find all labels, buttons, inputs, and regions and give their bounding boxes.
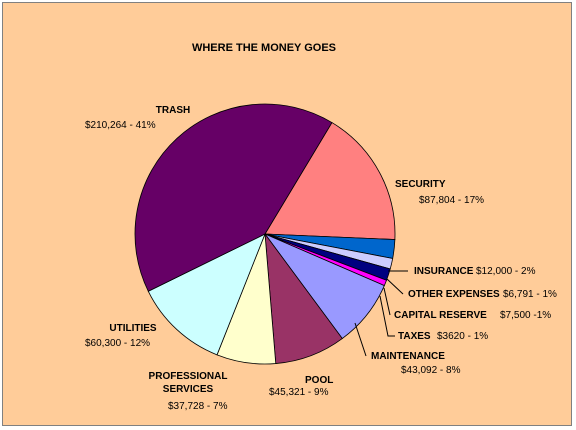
pie-chart: WHERE THE MONEY GOES SECURITY $87,804 - 1… xyxy=(85,42,557,412)
pie-slice-utilities xyxy=(147,233,266,356)
slice-name-other-expenses: OTHER EXPENSES xyxy=(408,289,500,300)
leader-line-other-expenses xyxy=(386,278,404,295)
slice-name-capital-reserve: CAPITAL RESERVE xyxy=(394,310,487,321)
slice-value-utilities: $60,300 - 12% xyxy=(85,338,150,349)
slice-name-trash: TRASH xyxy=(156,105,190,116)
slice-name-taxes: TAXES xyxy=(398,331,431,342)
chart-title: WHERE THE MONEY GOES xyxy=(192,42,336,54)
slice-value-trash: $210,264 - 41% xyxy=(85,120,156,131)
slice-value-maintenance: $43,092 - 8% xyxy=(401,365,461,376)
slice-value-taxes: $3620 - 1% xyxy=(437,331,488,342)
slice-name-insurance: INSURANCE xyxy=(414,266,474,277)
slice-name-pool: POOL xyxy=(305,375,333,386)
slice-value-other-expenses: $6,791 - 1% xyxy=(503,289,557,300)
slice-value-capital-reserve: $7,500 -1% xyxy=(500,310,551,321)
pie-slice-trash xyxy=(134,103,333,292)
slice-name-professional-services: PROFESSIONAL SERVICES xyxy=(149,371,228,395)
slice-value-security: $87,804 - 17% xyxy=(419,195,484,206)
slice-name-maintenance: MAINTENANCE xyxy=(371,351,445,362)
slice-value-pool: $45,321 - 9% xyxy=(269,387,329,398)
slice-name-security: SECURITY xyxy=(395,179,446,190)
slice-value-professional-services: $37,728 - 7% xyxy=(168,401,228,412)
slice-name-utilities: UTILITIES xyxy=(109,323,157,334)
leader-line-maintenance xyxy=(354,322,367,357)
leader-line-capital-reserve xyxy=(383,287,391,316)
leader-line-taxes xyxy=(379,295,395,337)
slice-value-insurance: $12,000 - 2% xyxy=(476,266,536,277)
chart-area: WHERE THE MONEY GOES SECURITY $87,804 - 1… xyxy=(2,2,572,426)
pie-slice-security xyxy=(264,122,396,240)
